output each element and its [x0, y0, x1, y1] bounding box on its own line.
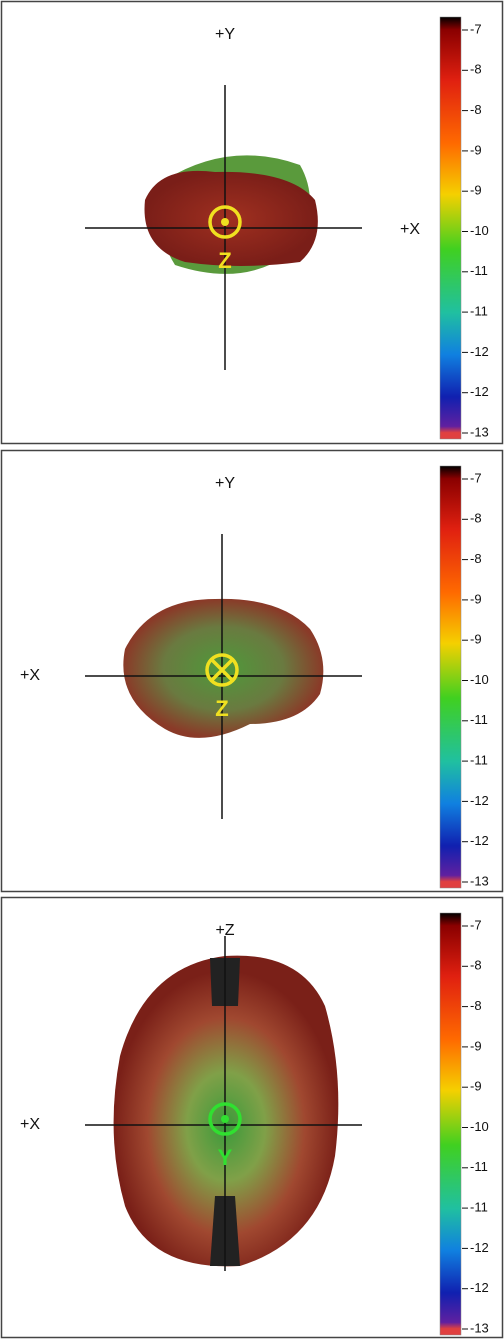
colorbar-label: -11 — [470, 1200, 488, 1215]
colorbar-label: -13 — [470, 424, 489, 439]
panel: +Z +X Y -7 -8 -8 -9 -9 -10 -11 -11 -12 -12 -13 — [0, 896, 504, 1339]
colorbar-label: -10 — [470, 1119, 489, 1134]
axis-marker — [208, 1102, 242, 1136]
top-axis-label: +Z — [215, 922, 234, 939]
colorbar-label: -12 — [470, 1240, 489, 1255]
colorbar-label: -7 — [470, 470, 482, 485]
colorbar-label: -11 — [470, 712, 488, 727]
colorbar-label: -11 — [470, 304, 488, 319]
colorbar-label: -9 — [470, 1038, 482, 1053]
colorbar-label: -9 — [470, 183, 482, 198]
pattern-lobe — [113, 955, 339, 1267]
colorbar-label: -8 — [470, 958, 482, 973]
axis-marker-label: Y — [218, 1145, 233, 1170]
colorbar — [439, 16, 462, 440]
side-axis-label: +X — [20, 1116, 40, 1133]
colorbar-label: -10 — [470, 223, 489, 238]
colorbar-label: -10 — [470, 672, 489, 687]
axis-marker-label: Z — [218, 248, 231, 273]
colorbar-label: -12 — [470, 344, 489, 359]
panel: +Y +X Z -7 -8 -8 -9 -9 -10 -11 -11 -12 -12 -13 — [0, 0, 504, 445]
colorbar-label: -8 — [470, 551, 482, 566]
colorbar-label: -8 — [470, 62, 482, 77]
axis-marker-cross — [210, 658, 234, 682]
top-axis-label: +Y — [215, 26, 235, 43]
colorbar-label: -7 — [470, 21, 482, 36]
colorbar-label: -12 — [470, 1280, 489, 1295]
axis-marker-dot — [221, 1115, 229, 1123]
colorbar-label: -9 — [470, 591, 482, 606]
colorbar-label: -8 — [470, 102, 482, 117]
colorbar-label: -12 — [470, 384, 489, 399]
colorbar — [439, 465, 462, 889]
colorbar-label: -9 — [470, 1079, 482, 1094]
axis-marker — [208, 205, 242, 239]
axis-marker — [205, 653, 239, 687]
axis-marker-dot — [221, 218, 229, 226]
colorbar-label: -12 — [470, 793, 489, 808]
colorbar-label: -7 — [470, 917, 482, 932]
colorbar-label: -13 — [470, 1320, 489, 1335]
axis-marker-label: Z — [215, 696, 228, 721]
colorbar-label: -8 — [470, 511, 482, 526]
colorbar-label: -9 — [470, 142, 482, 157]
colorbar-label: -11 — [470, 263, 488, 278]
side-axis-label: +X — [20, 667, 40, 684]
panel: +Y +X Z -7 -8 -8 -9 -9 -10 -11 -11 -12 -12 -13 — [0, 449, 504, 893]
colorbar-label: -11 — [470, 753, 488, 768]
side-axis-label: +X — [400, 221, 420, 238]
colorbar-label: -11 — [470, 1159, 488, 1174]
colorbar-label: -13 — [470, 873, 489, 888]
top-axis-label: +Y — [215, 475, 235, 492]
colorbar-label: -12 — [470, 833, 489, 848]
colorbar — [439, 912, 462, 1336]
colorbar-label: -8 — [470, 998, 482, 1013]
pattern-lobe — [144, 170, 318, 266]
colorbar-label: -9 — [470, 632, 482, 647]
